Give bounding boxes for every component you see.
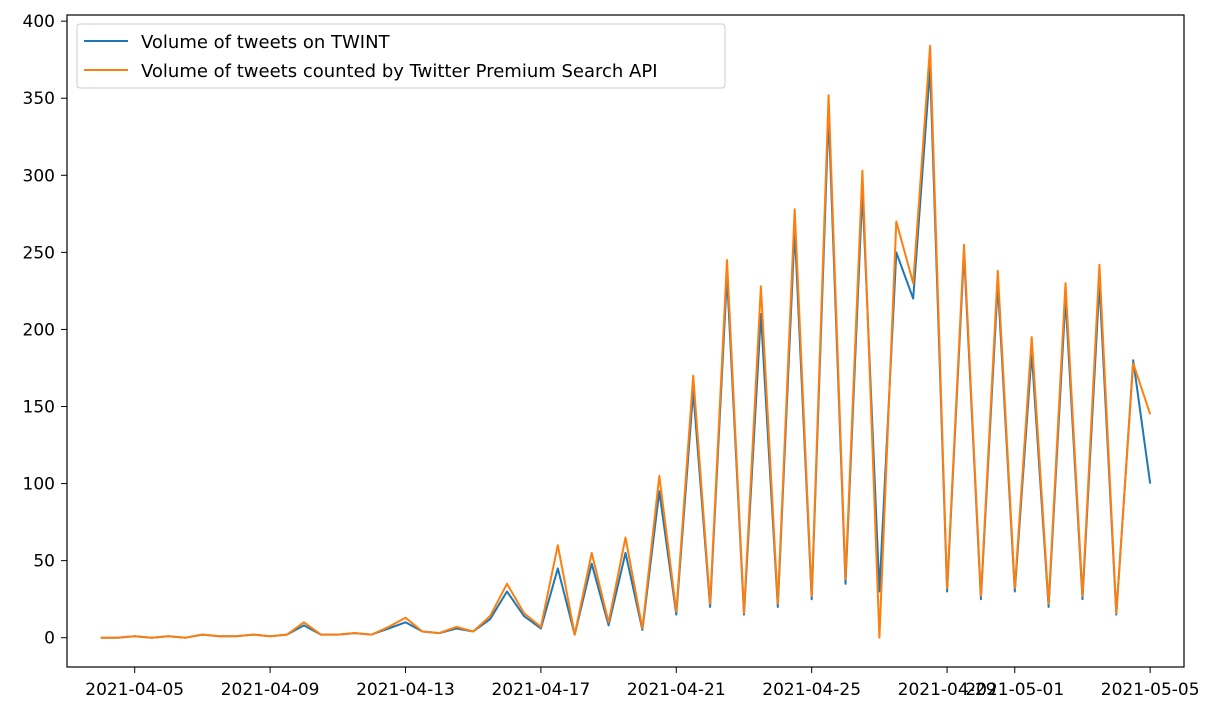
x-tick-label: 2021-05-01 <box>965 680 1064 700</box>
x-tick-label: 2021-04-21 <box>627 680 726 700</box>
x-tick-label: 2021-04-29 <box>898 680 997 700</box>
x-axis: 2021-04-05 2021-04-09 2021-04-13 2021-04-17… <box>85 667 1200 700</box>
legend-box <box>76 23 726 89</box>
y-tick-label: 350 <box>23 89 55 109</box>
y-tick-label: 400 <box>23 12 55 32</box>
legend-label-premium-api: Volume of tweets counted by Twitter Prem… <box>141 61 658 82</box>
x-tick-label: 2021-04-13 <box>356 680 455 700</box>
legend: Volume of tweets on TWINT Volume of twee… <box>76 23 726 89</box>
x-tick-label: 2021-04-25 <box>762 680 861 700</box>
x-tick-label: 2021-04-09 <box>221 680 320 700</box>
x-tick-label: 2021-04-17 <box>491 680 590 700</box>
y-tick-label: 200 <box>23 320 55 340</box>
series-line-1 <box>100 44 1152 639</box>
legend-label-twint: Volume of tweets on TWINT <box>141 32 391 53</box>
y-tick-label: 50 <box>33 552 55 572</box>
x-tick-label: 2021-04-05 <box>85 680 184 700</box>
y-tick-label: 250 <box>23 243 55 263</box>
y-tick-label: 300 <box>23 166 55 186</box>
x-tick-label: 2021-05-05 <box>1101 680 1200 700</box>
y-tick-label: 0 <box>44 629 55 649</box>
y-tick-label: 150 <box>23 398 55 418</box>
plot-frame <box>66 14 1185 668</box>
y-axis: 0 50 100 150 200 250 300 350 400 <box>23 12 67 649</box>
series-layer <box>100 44 1152 639</box>
y-tick-label: 100 <box>23 475 55 495</box>
